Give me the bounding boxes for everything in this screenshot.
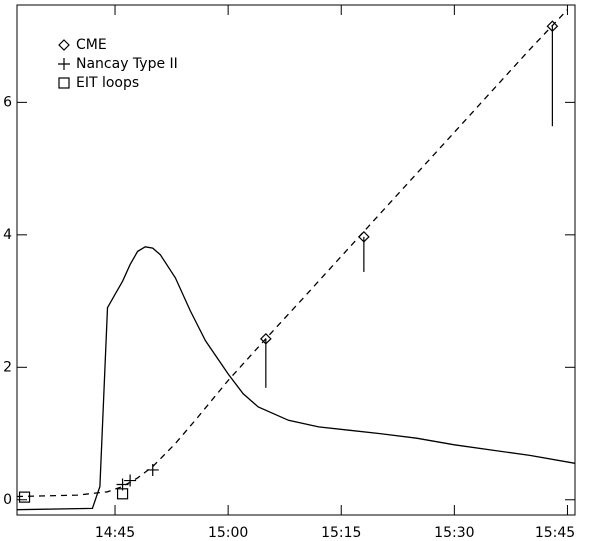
legend-symbol: [58, 58, 70, 70]
y-tick-label: 2: [3, 359, 12, 375]
legend-label: EIT loops: [76, 75, 139, 91]
plot-frame: [16, 4, 576, 516]
x-tick-label: 15:00: [208, 525, 248, 541]
x-tick-label: 15:15: [321, 525, 361, 541]
x-tick-label: 15:45: [535, 525, 575, 541]
x-tick-label: 15:30: [434, 525, 474, 541]
data-point: [546, 20, 559, 33]
legend-label: CME: [76, 37, 107, 53]
y-tick-label: 4: [3, 227, 12, 243]
data-point: [116, 488, 129, 500]
data-point: [124, 474, 137, 487]
profile-line: [16, 246, 576, 511]
data-point: [259, 332, 272, 345]
dashed-line: [16, 9, 568, 498]
legend-label: Nancay Type II: [76, 56, 178, 72]
y-tick-label: 6: [3, 94, 12, 110]
y-tick-label: 0: [3, 492, 12, 508]
legend-symbol: [58, 39, 70, 51]
legend-symbol: [58, 77, 70, 89]
data-point: [18, 491, 31, 503]
x-tick-label: 14:45: [95, 525, 135, 541]
